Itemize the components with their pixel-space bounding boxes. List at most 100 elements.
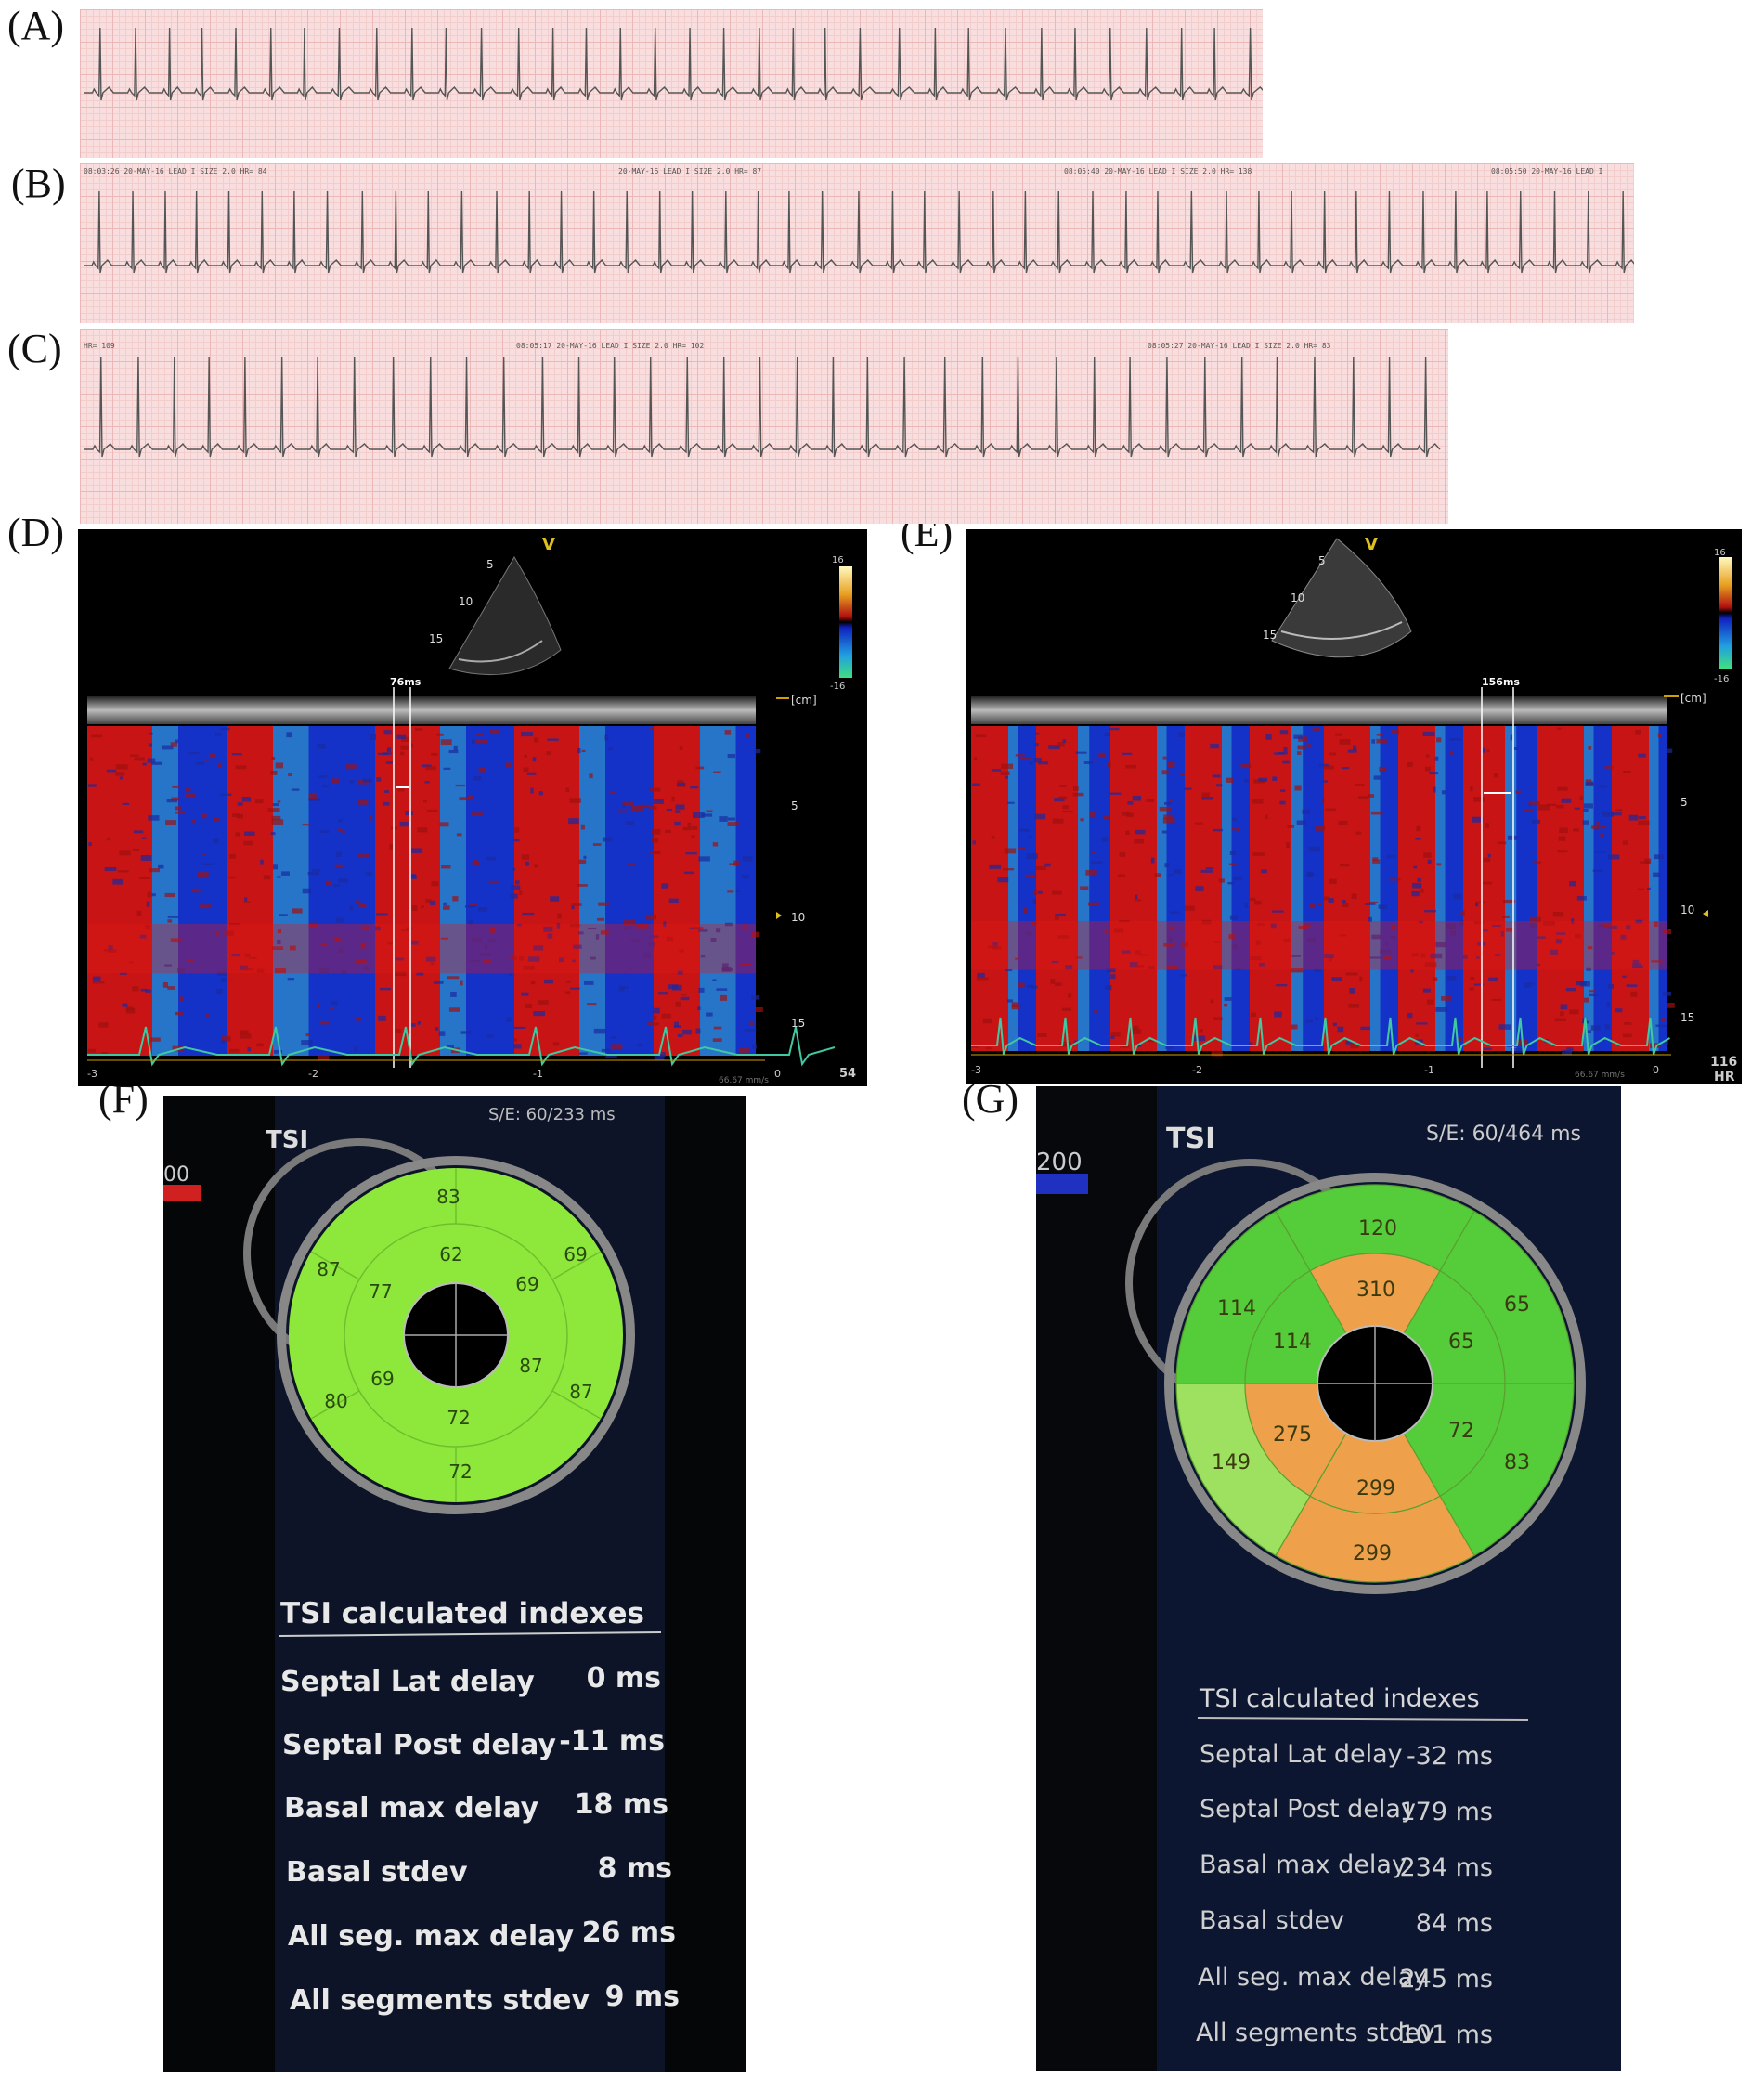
tsi-f-index-value-0: 0 ms xyxy=(587,1662,661,1695)
tsi-f-inner-lower-left: 69 xyxy=(370,1368,394,1390)
tsi-g-scale-partial: 200 xyxy=(1036,1149,1083,1176)
echo-d-depth-15: 15 xyxy=(791,1017,805,1030)
ecg-trace-c xyxy=(84,356,1441,458)
echo-e-scale-bottom: -16 xyxy=(1714,674,1729,684)
echo-d-sweep: 66.67 mm/s xyxy=(719,1076,769,1085)
echo-d-time-0: 0 xyxy=(774,1068,781,1080)
tsi-g-inner-bottom: 299 xyxy=(1356,1477,1395,1500)
velocity-color-scale xyxy=(839,566,852,678)
tsi-g-index-label-3: Basal stdev xyxy=(1200,1906,1344,1935)
tsi-g-index-value-4: 245 ms xyxy=(1400,1965,1494,1994)
tsi-g-index-label-0: Septal Lat delay xyxy=(1200,1740,1403,1769)
echo-e-fan-tick-15: 15 xyxy=(1263,629,1277,642)
echo-d-marker: V xyxy=(542,535,555,554)
echo-d-time-3: -3 xyxy=(87,1068,97,1080)
echo-e-time-2: -2 xyxy=(1192,1064,1202,1076)
echo-e-marker: V xyxy=(1365,535,1378,554)
echo-e-fan-tick-5: 5 xyxy=(1318,554,1326,567)
echo-e-measurement: 156ms xyxy=(1482,676,1520,688)
doppler-color-map xyxy=(87,726,763,1061)
tsi-g-se: S/E: 60/464 ms xyxy=(1426,1123,1581,1146)
ecg-b-header-3: 08:05:40 20-MAY-16 LEAD I SIZE 2.0 HR= 1… xyxy=(1064,167,1252,175)
echo-e-hr-label: HR xyxy=(1714,1070,1735,1084)
tsi-f-index-label-5: All segments stdev xyxy=(290,1984,590,2017)
tsi-g-title: TSI xyxy=(1166,1123,1215,1155)
echo-ecg-trace xyxy=(971,1017,1670,1056)
doppler-mmode-d: V 5 10 15 76ms [cm] 5 10 15 16 -16 -3 -2… xyxy=(87,535,856,1085)
tsi-g-outer-upper-left: 114 xyxy=(1217,1297,1256,1320)
echo-d-scale-bottom: -16 xyxy=(830,682,845,692)
echo-d-time-1: -1 xyxy=(533,1068,543,1080)
tsi-g-indexes-title: TSI calculated indexes xyxy=(1199,1684,1480,1713)
echo-d-fan-tick-10: 10 xyxy=(459,595,473,608)
echo-e-time-1: -1 xyxy=(1424,1064,1434,1076)
tsi-g-inner-top: 310 xyxy=(1356,1279,1395,1302)
tsi-f-outer-lower-right: 87 xyxy=(569,1381,592,1403)
sector-fan-icon xyxy=(1271,538,1412,658)
ecg-c-header-2: 08:05:17 20-MAY-16 LEAD I SIZE 2.0 HR= 1… xyxy=(516,342,705,350)
color-scale-swatch xyxy=(1036,1174,1088,1194)
tsi-f-inner-upper-left: 77 xyxy=(369,1280,392,1303)
panel-label-c: (C) xyxy=(7,326,62,371)
tsi-f-outer-upper-left: 87 xyxy=(317,1258,340,1280)
tsi-g-inner-upper-left: 114 xyxy=(1273,1331,1312,1354)
tsi-f-se: S/E: 60/233 ms xyxy=(488,1105,616,1124)
tsi-f-outer-lower-left: 80 xyxy=(324,1390,347,1412)
echo-e-depth-10: 10 xyxy=(1680,903,1694,916)
bullseye-segments xyxy=(1175,1184,1575,1583)
echo-e-sweep: 66.67 mm/s xyxy=(1575,1071,1625,1080)
tsi-f-inner-bottom: 72 xyxy=(447,1407,470,1429)
tsi-f-index-value-5: 9 ms xyxy=(605,1981,680,2013)
tsi-g-outer-lower-left: 149 xyxy=(1212,1451,1251,1474)
tsi-g-inner-lower-right: 72 xyxy=(1448,1420,1474,1443)
echo-e-unit: [cm] xyxy=(1680,692,1706,705)
echo-d-hr: 54 xyxy=(839,1067,856,1081)
tsi-g-index-value-5: 101 ms xyxy=(1400,2020,1494,2049)
tsi-f-index-value-4: 26 ms xyxy=(582,1916,676,1949)
echo-ecg-trace xyxy=(87,1026,836,1067)
tsi-g-outer-bottom: 299 xyxy=(1353,1542,1392,1565)
panel-label-a: (A) xyxy=(7,3,65,48)
tsi-g-inner-lower-left: 275 xyxy=(1273,1423,1312,1447)
echo-d-time-2: -2 xyxy=(308,1068,318,1080)
panel-label-b: (B) xyxy=(11,161,66,206)
ecg-c-header-3: 08:05:27 20-MAY-16 LEAD I SIZE 2.0 HR= 8… xyxy=(1148,342,1331,350)
tsi-panel-f: 00 TSI S/E: 60/233 ms 83 87 69 80 87 72 … xyxy=(163,1096,746,2072)
tsi-f-index-label-3: Basal stdev xyxy=(286,1856,468,1889)
echo-panel-d: V 5 10 15 76ms [cm] 5 10 15 16 -16 -3 -2… xyxy=(78,529,867,1086)
ecg-b-header-1: 08:03:26 20-MAY-16 LEAD I SIZE 2.0 HR= 8… xyxy=(84,167,267,175)
ecg-trace-a xyxy=(84,27,1263,101)
sector-fan-icon xyxy=(448,556,562,676)
tsi-g-outer-top: 120 xyxy=(1358,1217,1397,1240)
tsi-g-index-value-2: 234 ms xyxy=(1400,1853,1494,1882)
tsi-f-index-label-2: Basal max delay xyxy=(284,1792,539,1825)
doppler-color-map xyxy=(971,726,1675,1057)
tsi-f-index-label-1: Septal Post delay xyxy=(282,1729,556,1761)
echo-e-hr: 116 xyxy=(1710,1055,1737,1070)
doppler-mmode-e: V 5 10 15 156ms [cm] 5 10 15 16 -16 -3 -… xyxy=(971,535,1737,1084)
echo-d-measurement: 76ms xyxy=(390,676,422,688)
ecg-strip-b: 08:03:26 20-MAY-16 LEAD I SIZE 2.0 HR= 8… xyxy=(80,163,1634,323)
tsi-f-index-label-0: Septal Lat delay xyxy=(280,1666,535,1698)
echo-e-time-0: 0 xyxy=(1653,1064,1659,1076)
echo-e-time-3: -3 xyxy=(971,1064,981,1076)
tsi-f-outer-upper-right: 69 xyxy=(564,1243,587,1266)
tsi-f-indexes-title: TSI calculated indexes xyxy=(280,1597,644,1630)
tsi-g-index-value-0: -32 ms xyxy=(1407,1742,1493,1771)
tsi-f-outer-top: 83 xyxy=(436,1186,460,1208)
ecg-strip-c: HR= 109 08:05:17 20-MAY-16 LEAD I SIZE 2… xyxy=(80,329,1448,524)
tsi-g-index-value-1: 179 ms xyxy=(1400,1798,1494,1826)
panel-label-d: (D) xyxy=(7,510,65,555)
echo-e-depth-5: 5 xyxy=(1680,796,1688,809)
tsi-g-index-value-3: 84 ms xyxy=(1416,1909,1493,1938)
echo-e-depth-15: 15 xyxy=(1680,1011,1694,1024)
panel-label-g: (G) xyxy=(962,1076,1019,1122)
ecg-b-header-4: 08:05:50 20-MAY-16 LEAD I xyxy=(1491,167,1603,175)
tsi-g-index-label-1: Septal Post delay xyxy=(1200,1795,1416,1824)
tsi-f-index-value-3: 8 ms xyxy=(598,1852,672,1885)
ecg-b-header-2: 20-MAY-16 LEAD I SIZE 2.0 HR= 87 xyxy=(618,167,762,175)
echo-panel-e: V 5 10 15 156ms [cm] 5 10 15 16 -16 -3 -… xyxy=(966,529,1742,1084)
velocity-color-scale xyxy=(1719,557,1732,669)
tsi-g-index-label-5: All segments stdev xyxy=(1196,2019,1435,2047)
ecg-trace-b xyxy=(84,190,1634,274)
